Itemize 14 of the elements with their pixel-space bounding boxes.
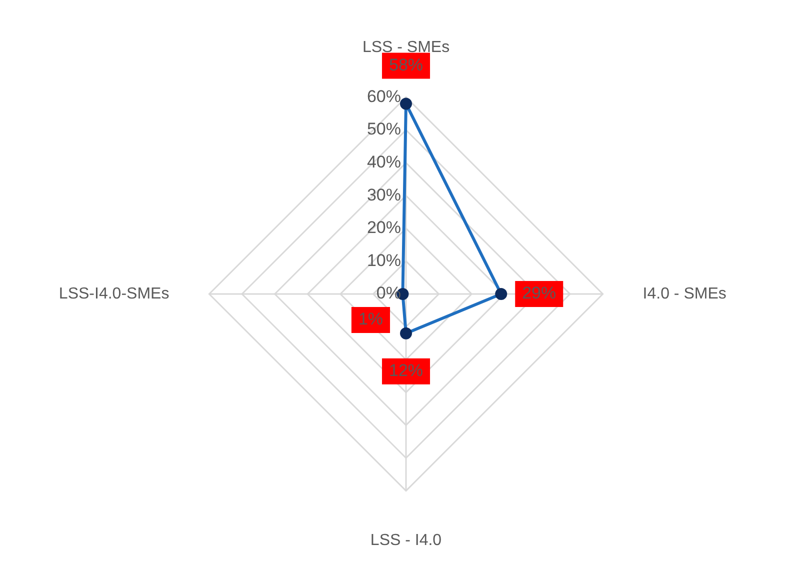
data-label: 58% <box>388 55 424 74</box>
spoke-label: LSS - SMEs <box>362 39 450 56</box>
data-label: 1% <box>358 310 384 329</box>
data-label: 29% <box>522 284 556 303</box>
spoke-label: LSS-I4.0-SMEs <box>58 285 170 302</box>
data-label: 12% <box>388 361 424 380</box>
y-tick-label: 50% <box>366 120 401 139</box>
y-tick-label: 30% <box>366 185 401 204</box>
spoke-label: I4.0 - SMEs <box>642 285 726 302</box>
y-tick-label: 60% <box>366 86 401 106</box>
y-tick-label: 20% <box>366 218 401 238</box>
y-tick-label: 40% <box>366 152 401 172</box>
y-tick-label: 10% <box>366 250 401 270</box>
spoke-label: LSS - I4.0 <box>370 532 442 549</box>
